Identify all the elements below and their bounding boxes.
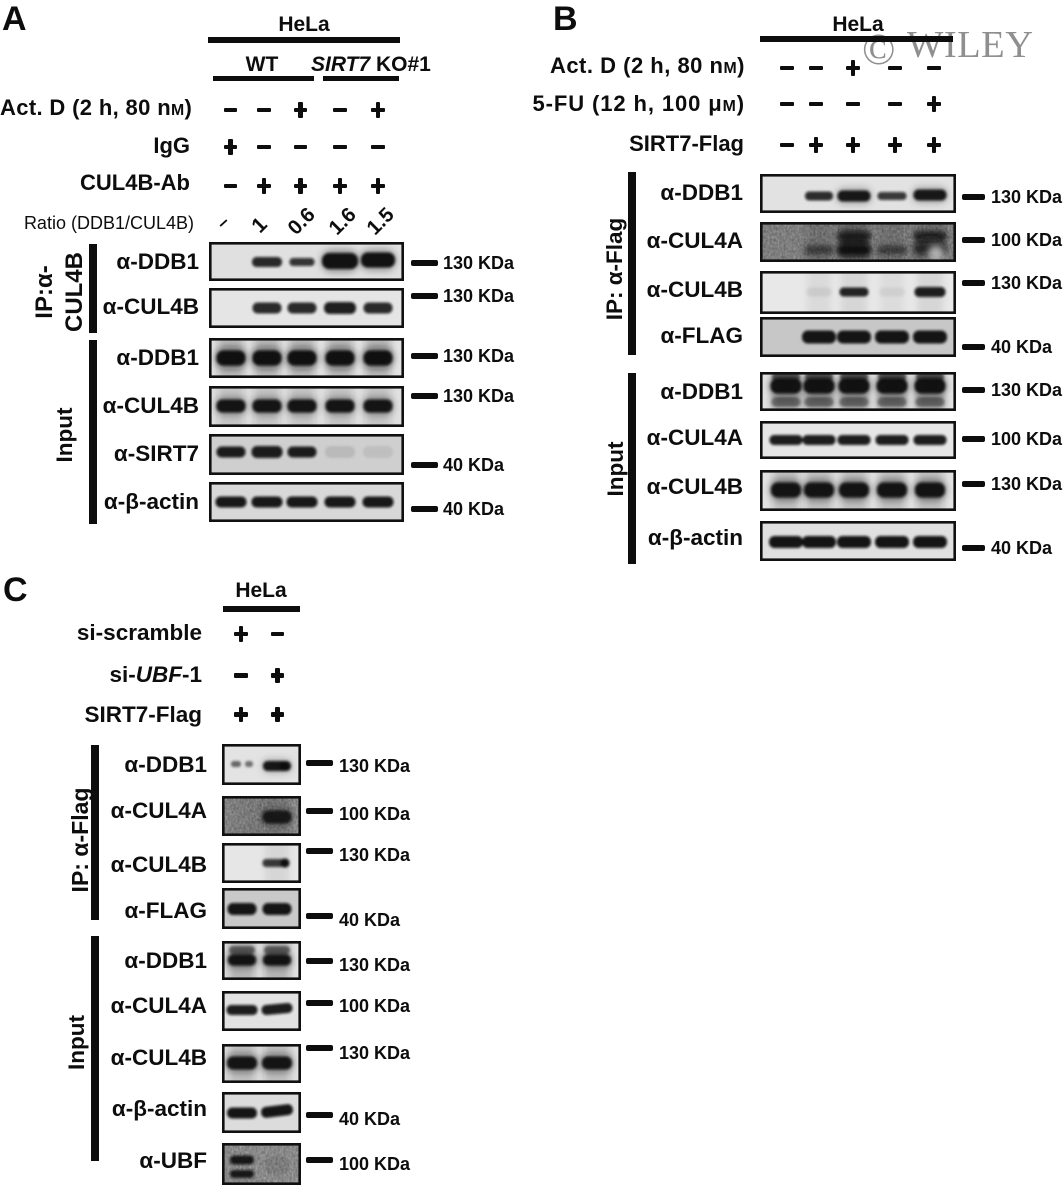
svg-text:IP: α-Flag: IP: α-Flag <box>602 218 627 321</box>
svg-text:IP:α-: IP:α- <box>31 265 58 318</box>
svg-text:Input: Input <box>64 1015 89 1070</box>
svg-text:Input: Input <box>52 407 77 462</box>
svg-text:0.6: 0.6 <box>283 203 319 239</box>
svg-text:–: – <box>212 211 233 233</box>
svg-text:IP: α-Flag: IP: α-Flag <box>67 788 93 893</box>
svg-text:Input: Input <box>603 441 628 496</box>
svg-text:1.5: 1.5 <box>362 203 398 239</box>
svg-text:1.6: 1.6 <box>324 203 360 239</box>
svg-text:CUL4B: CUL4B <box>61 252 88 332</box>
svg-text:1: 1 <box>247 213 272 238</box>
